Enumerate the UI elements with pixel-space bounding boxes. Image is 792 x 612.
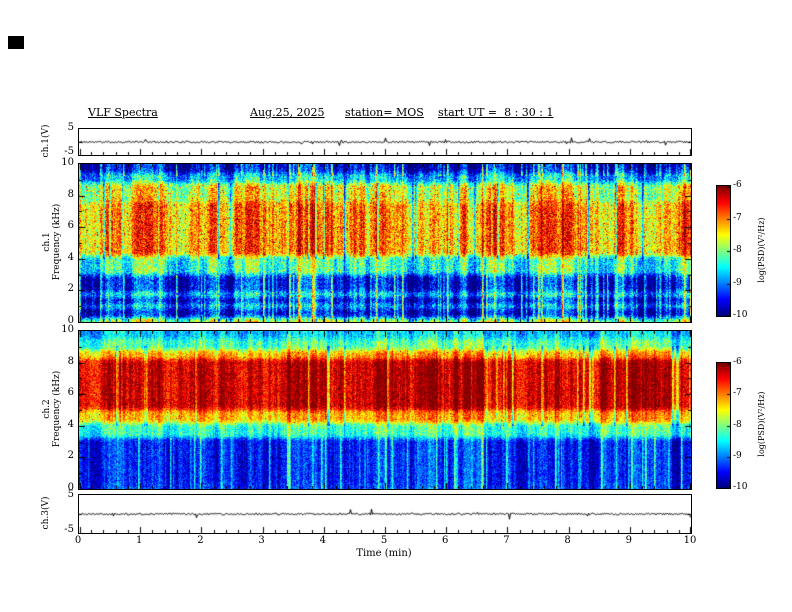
freq-tick-label: 4 bbox=[67, 251, 74, 263]
colorbar1-canvas bbox=[717, 186, 730, 316]
x-tick-label: 10 bbox=[683, 535, 697, 546]
ch3-voltage-waveform-canvas bbox=[79, 495, 691, 533]
colorbar2-label: log(PSD)(V²/Hz) bbox=[757, 391, 766, 457]
x-tick-label: 0 bbox=[74, 535, 82, 546]
ch3-voltage-panel bbox=[78, 494, 692, 534]
colorbar-tick-label: -7 bbox=[733, 388, 742, 399]
ch2-axis-label-frequency: Frequency (kHz) bbox=[52, 370, 62, 448]
freq-tick-label: 8 bbox=[67, 188, 74, 200]
colorbar2-canvas bbox=[717, 363, 730, 488]
ch2-spectrogram-panel bbox=[78, 330, 692, 490]
x-tick-label: 5 bbox=[380, 535, 388, 546]
ch3-voltage-axis-label: ch.3(V) bbox=[41, 496, 51, 530]
plot-start-ut: start UT = 8 : 30 : 1 bbox=[438, 106, 554, 119]
ch1-axis-label-channel: ch.1 bbox=[42, 232, 52, 252]
freq-tick-label: 2 bbox=[67, 450, 74, 462]
ch1-spectrogram-canvas bbox=[79, 164, 691, 322]
freq-tick-label: 6 bbox=[67, 220, 74, 232]
colorbar1-panel bbox=[716, 185, 731, 317]
x-tick-label: 2 bbox=[197, 535, 204, 546]
colorbar-tick-label: -6 bbox=[733, 357, 742, 367]
colorbar-tick-label: -9 bbox=[733, 277, 742, 288]
colorbar-tick-label: -10 bbox=[733, 482, 748, 492]
colorbar-tick-label: -8 bbox=[733, 419, 742, 430]
freq-tick-label: 10 bbox=[61, 157, 74, 168]
ch1v-ymax-label: 5 bbox=[67, 122, 74, 133]
colorbar-tick-label: -9 bbox=[733, 450, 742, 461]
plot-station: station= MOS bbox=[345, 106, 424, 119]
x-tick-label: 3 bbox=[258, 535, 265, 546]
freq-tick-label: 0 bbox=[67, 315, 74, 326]
ch1v-ymin-label: -5 bbox=[64, 146, 74, 157]
ch2-axis-label-channel: ch.2 bbox=[42, 399, 52, 419]
freq-tick-label: 8 bbox=[67, 355, 74, 367]
ch3v-ymin-label: -5 bbox=[64, 524, 74, 535]
colorbar1-label: log(PSD)(V²/Hz) bbox=[757, 217, 766, 283]
x-tick-label: 1 bbox=[136, 535, 143, 546]
ch1-axis-label-frequency: Frequency (kHz) bbox=[52, 203, 62, 281]
time-axis-label: Time (min) bbox=[356, 548, 412, 559]
ch3v-ymax-label: 5 bbox=[67, 489, 74, 500]
colorbar2-panel bbox=[716, 362, 731, 489]
ch2-spectrogram-canvas bbox=[79, 331, 691, 489]
colorbar-tick-label: -10 bbox=[733, 310, 748, 320]
ch1-spectrogram-panel bbox=[78, 163, 692, 323]
ch1-axis-label: ch.1 Frequency (kHz) bbox=[42, 204, 62, 281]
colorbar-tick-label: -7 bbox=[733, 212, 742, 223]
x-tick-label: 6 bbox=[442, 535, 449, 546]
x-tick-label: 8 bbox=[564, 535, 571, 546]
plot-title: VLF Spectra bbox=[88, 106, 158, 119]
x-tick-label: 9 bbox=[625, 535, 632, 546]
freq-tick-label: 10 bbox=[61, 324, 74, 335]
freq-tick-label: 4 bbox=[67, 418, 74, 430]
terminal-cursor-block bbox=[8, 36, 24, 49]
ch1-voltage-axis-label: ch.1(V) bbox=[41, 124, 51, 158]
x-tick-label: 4 bbox=[319, 535, 326, 546]
freq-tick-label: 0 bbox=[67, 482, 74, 493]
plot-date: Aug.25, 2025 bbox=[250, 106, 325, 119]
ch2-axis-label: ch.2 Frequency (kHz) bbox=[42, 371, 62, 448]
freq-tick-label: 6 bbox=[67, 387, 74, 399]
colorbar-tick-label: -8 bbox=[733, 245, 742, 255]
ch1-voltage-panel bbox=[78, 128, 692, 156]
x-tick-label: 7 bbox=[503, 535, 510, 546]
ch1-voltage-waveform-canvas bbox=[79, 129, 691, 155]
colorbar-tick-label: -6 bbox=[733, 180, 742, 190]
freq-tick-label: 2 bbox=[67, 283, 74, 295]
